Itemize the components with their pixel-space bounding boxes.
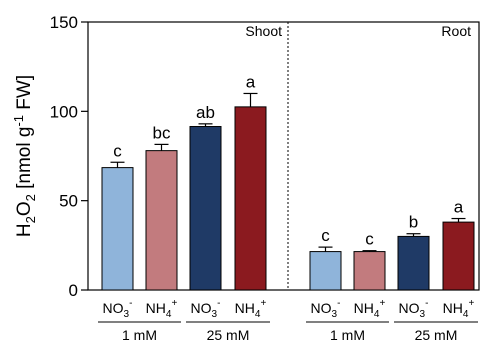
y-axis-title: H2O2 [nmol g-1 FW] xyxy=(11,75,38,237)
y-tick-label: 100 xyxy=(50,102,78,121)
group-label: 25 mM xyxy=(207,327,250,342)
significance-letter: a xyxy=(246,72,256,91)
x-tick-label: NH4+ xyxy=(354,298,386,320)
significance-letter: c xyxy=(321,226,330,245)
x-tick-label: NO3- xyxy=(399,298,429,320)
x-tick-label: NH4+ xyxy=(443,298,475,320)
significance-letter: a xyxy=(454,198,464,217)
bar xyxy=(234,106,267,291)
plot-frame xyxy=(87,21,480,291)
bar xyxy=(101,167,134,291)
group-label: 1 mM xyxy=(330,327,365,342)
bar xyxy=(189,126,222,291)
x-tick-label: NH4+ xyxy=(146,298,178,320)
x-tick-label: NO3- xyxy=(191,298,221,320)
bar xyxy=(309,251,342,291)
panel-title-root: Root xyxy=(441,23,471,39)
significance-letter: bc xyxy=(153,123,171,142)
significance-letter: ab xyxy=(196,103,215,122)
bar xyxy=(353,251,386,291)
bar xyxy=(397,235,430,291)
significance-letter: c xyxy=(365,230,374,249)
x-tick-label: NO3- xyxy=(103,298,133,320)
panel-title-shoot: Shoot xyxy=(245,23,282,39)
bar xyxy=(442,221,475,291)
significance-letter: b xyxy=(409,213,418,232)
y-tick-label: 0 xyxy=(69,281,78,300)
group-label: 1 mM xyxy=(122,327,157,342)
x-tick-label: NH4+ xyxy=(235,298,267,320)
bar xyxy=(145,150,178,291)
y-tick-label: 50 xyxy=(59,192,78,211)
y-tick-label: 150 xyxy=(50,13,78,32)
group-label: 25 mM xyxy=(415,327,458,342)
significance-letter: c xyxy=(113,141,122,160)
x-tick-label: NO3- xyxy=(311,298,341,320)
